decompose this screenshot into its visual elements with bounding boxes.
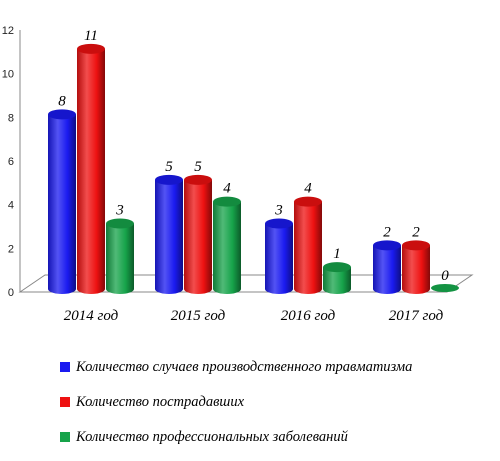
data-label: 3 bbox=[115, 203, 124, 219]
bar bbox=[323, 262, 351, 294]
data-label: 2 bbox=[412, 224, 420, 240]
legend-swatch-green bbox=[60, 432, 70, 442]
bar-top bbox=[184, 174, 212, 185]
bar-body bbox=[155, 179, 183, 294]
bar-top bbox=[323, 262, 351, 273]
bar-body bbox=[265, 223, 293, 294]
data-label: 3 bbox=[274, 203, 283, 219]
y-tick-label: 0 bbox=[8, 287, 14, 299]
data-label: 4 bbox=[223, 181, 231, 197]
x-category-label: 2016 год bbox=[281, 308, 336, 324]
legend-label: Количество пострадавших bbox=[76, 393, 245, 410]
legend-item-injury-cases: Количество случаев производственного тра… bbox=[60, 356, 490, 378]
bar bbox=[402, 240, 430, 294]
chart-labels: 8 11 3 2014 год 5 5 4 2015 год 3 4 1 2016 год 2 2 0 201… bbox=[58, 28, 449, 324]
bar bbox=[48, 109, 76, 294]
bar-top bbox=[265, 218, 293, 229]
data-label: 8 bbox=[58, 93, 66, 109]
data-label: 11 bbox=[84, 28, 98, 44]
bar-top bbox=[106, 218, 134, 229]
bar bbox=[213, 196, 241, 294]
bar-body bbox=[323, 267, 351, 294]
y-tick-label: 8 bbox=[8, 112, 14, 124]
bar bbox=[184, 174, 212, 294]
y-tick-label: 4 bbox=[8, 200, 14, 212]
bar-top bbox=[402, 240, 430, 251]
bar-body bbox=[106, 223, 134, 294]
data-label: 4 bbox=[304, 181, 312, 197]
bar-body bbox=[402, 245, 430, 294]
data-label: 5 bbox=[165, 159, 173, 175]
bar bbox=[373, 240, 401, 294]
bar bbox=[106, 218, 134, 294]
bar-zero-disc bbox=[431, 284, 459, 292]
legend-item-victims: Количество пострадавших bbox=[60, 391, 490, 413]
bar bbox=[155, 174, 183, 294]
legend-item-occupational-diseases: Количество профессиональных заболеваний bbox=[60, 426, 490, 448]
legend-label: Количество профессиональных заболеваний bbox=[76, 428, 348, 445]
bar-top bbox=[294, 196, 322, 207]
bar-top bbox=[213, 196, 241, 207]
data-label: 5 bbox=[194, 159, 202, 175]
legend-swatch-blue bbox=[60, 362, 70, 372]
y-tick-label: 6 bbox=[8, 156, 14, 168]
y-tick-label: 10 bbox=[2, 69, 14, 81]
legend: Количество случаев производственного тра… bbox=[60, 356, 490, 461]
data-label: 1 bbox=[333, 246, 341, 262]
bar-top bbox=[77, 43, 105, 54]
bar bbox=[77, 43, 105, 295]
bar-top bbox=[48, 109, 76, 120]
x-category-label: 2015 год bbox=[171, 308, 226, 324]
legend-swatch-red bbox=[60, 397, 70, 407]
bar bbox=[294, 196, 322, 294]
bar-body bbox=[77, 48, 105, 295]
data-label: 2 bbox=[383, 224, 391, 240]
bar-top bbox=[155, 174, 183, 185]
bar bbox=[265, 218, 293, 294]
x-category-label: 2017 год bbox=[389, 308, 444, 324]
bar-body bbox=[184, 179, 212, 294]
bar-body bbox=[213, 201, 241, 294]
x-category-label: 2014 год bbox=[64, 308, 119, 324]
bar-body bbox=[48, 114, 76, 294]
bar-body bbox=[294, 201, 322, 294]
bar-top bbox=[373, 240, 401, 251]
bar-body bbox=[373, 245, 401, 294]
y-tick-label: 12 bbox=[2, 25, 14, 37]
data-label: 0 bbox=[441, 268, 449, 284]
y-tick-label: 2 bbox=[8, 243, 14, 255]
legend-label: Количество случаев производственного тра… bbox=[76, 358, 413, 375]
chart-bars bbox=[48, 43, 459, 295]
bar bbox=[431, 284, 459, 292]
